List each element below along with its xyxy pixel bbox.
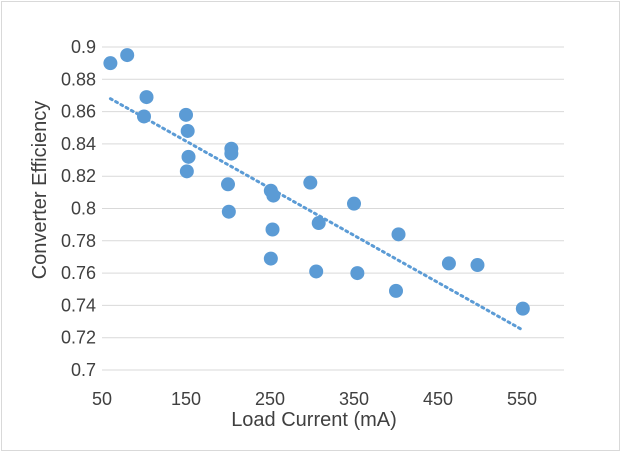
y-tick-label: 0.9 — [71, 37, 96, 57]
data-point — [266, 188, 281, 203]
x-tick-label: 550 — [507, 389, 537, 409]
data-point — [120, 48, 135, 63]
data-point — [309, 264, 324, 279]
y-tick-label: 0.72 — [61, 328, 96, 348]
data-points — [103, 48, 530, 316]
y-tick-label: 0.86 — [61, 102, 96, 122]
trendline-layer — [108, 97, 524, 332]
y-tick-label: 0.8 — [71, 199, 96, 219]
data-point — [221, 204, 236, 219]
x-tick-label: 150 — [171, 389, 201, 409]
data-point — [221, 177, 235, 192]
data-point — [303, 175, 318, 190]
data-point — [179, 107, 193, 122]
chart-frame: 0.7 0.72 0.74 0.76 0.78 0.8 0.82 0.84 0.86 0.88 0.… — [1, 1, 620, 451]
gridlines — [102, 46, 564, 371]
data-point — [441, 256, 456, 271]
x-axis-ticks: 50 150 250 350 450 550 — [92, 389, 537, 409]
data-point — [224, 146, 239, 161]
y-tick-label: 0.84 — [61, 134, 96, 154]
y-tick-label: 0.76 — [61, 263, 96, 283]
data-point — [347, 196, 361, 211]
y-tick-label: 0.7 — [71, 360, 96, 380]
data-point — [389, 283, 403, 298]
data-point — [311, 216, 326, 231]
x-tick-label: 50 — [92, 389, 112, 409]
y-tick-label: 0.78 — [61, 231, 96, 251]
data-point — [350, 266, 365, 281]
data-point — [137, 109, 151, 124]
y-axis-title: Converter Efficiency — [29, 101, 51, 280]
y-tick-label: 0.74 — [61, 295, 96, 315]
x-axis-title: Load Current (mA) — [231, 409, 397, 431]
scatter-chart: 0.7 0.72 0.74 0.76 0.78 0.8 0.82 0.84 0.86 0.88 0.… — [29, 37, 564, 431]
data-point — [391, 227, 406, 242]
y-tick-label: 0.82 — [61, 166, 96, 186]
data-point — [265, 222, 280, 237]
y-axis-ticks: 0.7 0.72 0.74 0.76 0.78 0.8 0.82 0.84 0.86 0.88 0.… — [61, 37, 96, 380]
data-point — [470, 258, 485, 273]
data-point — [139, 90, 154, 105]
data-point — [103, 56, 118, 71]
trendline — [108, 97, 524, 332]
data-point — [515, 301, 530, 316]
data-point — [263, 251, 278, 266]
data-point — [181, 149, 196, 164]
data-point — [179, 164, 194, 179]
data-point — [180, 123, 195, 138]
x-tick-label: 350 — [339, 389, 369, 409]
x-tick-label: 450 — [423, 389, 453, 409]
x-tick-label: 250 — [255, 389, 285, 409]
y-tick-label: 0.88 — [61, 69, 96, 89]
